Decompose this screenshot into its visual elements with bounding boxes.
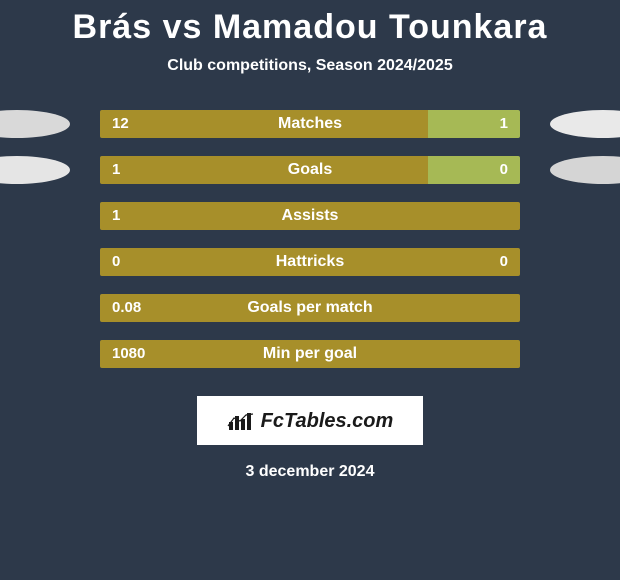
logo-box: FcTables.com — [197, 396, 424, 445]
stat-bar — [100, 294, 520, 322]
stat-row: 121Matches — [70, 110, 550, 138]
stat-row: 1080Min per goal — [70, 340, 550, 368]
bar-player2 — [428, 156, 520, 184]
chart-icon — [227, 412, 255, 432]
stat-row: 0.08Goals per match — [70, 294, 550, 322]
stats-comparison-card: Brás vs Mamadou Tounkara Club competitio… — [0, 0, 620, 580]
stat-row: 00Hattricks — [70, 248, 550, 276]
player1-badge — [0, 156, 70, 184]
bar-player1 — [100, 294, 520, 322]
stat-row: 1Assists — [70, 202, 550, 230]
bar-player1 — [100, 156, 428, 184]
logo: FcTables.com — [227, 410, 394, 433]
bar-player1 — [100, 340, 520, 368]
stat-row: 10Goals — [70, 156, 550, 184]
bar-player2 — [428, 110, 520, 138]
logo-text: FcTables.com — [261, 410, 394, 433]
page-title: Brás vs Mamadou Tounkara — [0, 8, 620, 47]
date-label: 3 december 2024 — [0, 463, 620, 481]
stat-bar — [100, 110, 520, 138]
bar-player1 — [100, 202, 520, 230]
player2-badge — [550, 110, 620, 138]
stat-bar — [100, 202, 520, 230]
player2-badge — [550, 156, 620, 184]
stat-bar — [100, 248, 520, 276]
bar-player1 — [100, 110, 428, 138]
player1-badge — [0, 110, 70, 138]
stats-block: 121Matches 10Goals 1Assists 00Hattricks 0.08… — [70, 110, 550, 368]
subtitle: Club competitions, Season 2024/2025 — [0, 57, 620, 75]
stat-bar — [100, 156, 520, 184]
bar-player1 — [100, 248, 520, 276]
stat-bar — [100, 340, 520, 368]
